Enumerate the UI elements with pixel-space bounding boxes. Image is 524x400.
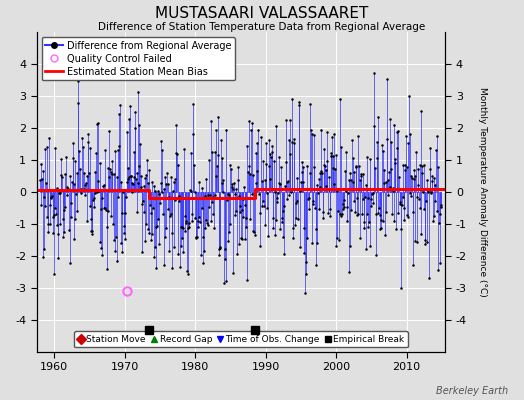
Text: Difference of Station Temperature Data from Regional Average: Difference of Station Temperature Data f… <box>99 22 425 32</box>
Legend: Station Move, Record Gap, Time of Obs. Change, Empirical Break: Station Move, Record Gap, Time of Obs. C… <box>74 331 408 348</box>
Y-axis label: Monthly Temperature Anomaly Difference (°C): Monthly Temperature Anomaly Difference (… <box>478 87 487 297</box>
Text: MUSTASAARI VALASSAARET: MUSTASAARI VALASSAARET <box>155 6 369 21</box>
Text: Berkeley Earth: Berkeley Earth <box>436 386 508 396</box>
